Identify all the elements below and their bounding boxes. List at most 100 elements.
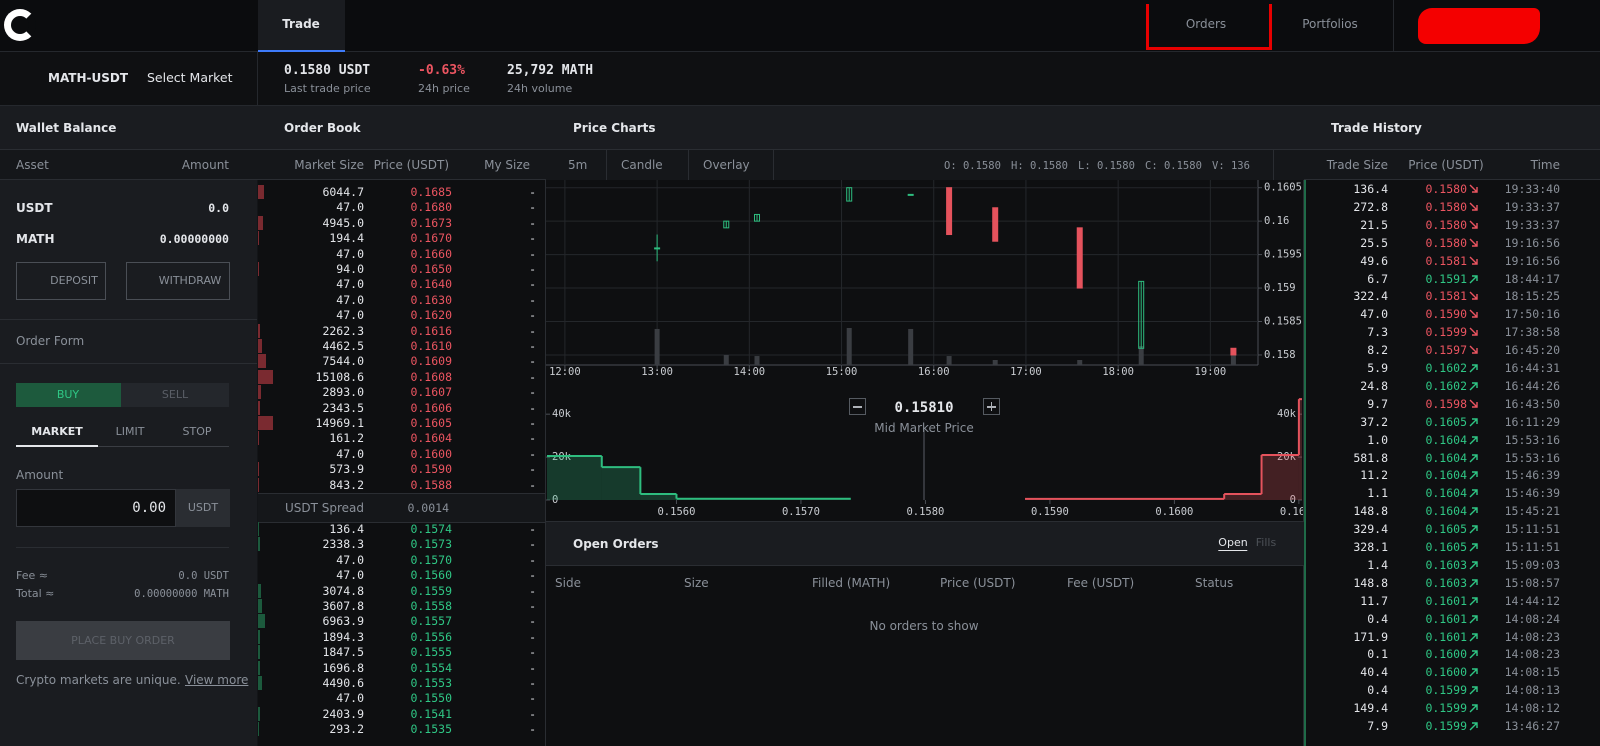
place-order-button[interactable]	[16, 621, 230, 660]
side-tab[interactable]: BUY	[56, 388, 80, 401]
trade-time: 14:08:12	[1504, 701, 1560, 716]
zoom-out[interactable]	[849, 398, 866, 415]
book-price[interactable]: 0.1558	[410, 599, 452, 613]
x-tick-label: 13:00	[641, 366, 673, 378]
book-price[interactable]: 0.1573	[410, 537, 452, 552]
book-size: 2338.3	[322, 537, 364, 552]
order-type[interactable]: LIMIT	[115, 425, 145, 438]
depth-bar	[258, 323, 261, 338]
orders-tab[interactable]: Open	[1218, 536, 1248, 551]
book-price[interactable]: 0.1606	[410, 400, 452, 415]
book-my-size: -	[529, 215, 536, 230]
zoom-in[interactable]	[983, 398, 1000, 415]
chart-control[interactable]: 5m	[568, 158, 588, 172]
trade-time: 15:53:16	[1504, 450, 1560, 465]
trend-arrow	[1469, 364, 1478, 373]
book-price[interactable]: 0.1550	[410, 691, 452, 706]
book-price[interactable]: 0.1560	[410, 568, 452, 583]
book-price[interactable]: 0.1610	[410, 339, 452, 353]
book-price[interactable]: 0.1553	[410, 676, 452, 690]
trend-arrow	[1469, 238, 1478, 247]
arrow	[1469, 364, 1478, 373]
book-price[interactable]: 0.1604	[410, 431, 452, 446]
book-price[interactable]: 0.1650	[410, 262, 452, 276]
chart-control[interactable]: Overlay	[703, 158, 750, 172]
trade-time: 19:16:56	[1504, 235, 1560, 250]
book-price[interactable]: 0.1556	[410, 629, 452, 644]
book-price[interactable]: 0.1608	[410, 369, 452, 384]
book-size: 161.2	[329, 431, 364, 446]
book-price[interactable]: 0.1559	[410, 583, 452, 598]
book-price[interactable]: 0.1609	[410, 354, 452, 369]
depth-bar	[258, 676, 263, 690]
sell-tab[interactable]	[121, 383, 229, 407]
book-price[interactable]: 0.1555	[410, 645, 452, 660]
depth-bar	[258, 400, 261, 415]
book-price[interactable]: 0.1630	[410, 292, 452, 307]
deposit-button[interactable]	[16, 262, 106, 300]
nav-tab[interactable]: Trade	[282, 17, 320, 31]
trade-size: 47.0	[1360, 307, 1388, 322]
button-label[interactable]: PLACE BUY ORDER	[71, 634, 175, 647]
buy-tab[interactable]	[16, 383, 121, 407]
book-price[interactable]: 0.1541	[410, 706, 452, 721]
book-price[interactable]: 0.1640	[410, 277, 452, 292]
panel-title: Wallet Balance	[16, 121, 117, 135]
book-size: 2343.5	[322, 400, 364, 415]
trend-arrow	[1469, 202, 1478, 211]
ohlcv: H: 0.1580	[1011, 160, 1068, 172]
withdraw-button[interactable]	[126, 262, 230, 300]
chart-control[interactable]: Candle	[621, 158, 663, 172]
book-price[interactable]: 0.1685	[410, 185, 452, 199]
book-price[interactable]: 0.1535	[410, 722, 452, 737]
note-link[interactable]: View more	[185, 673, 249, 687]
candle-body	[723, 220, 730, 229]
trade-size: 7.9	[1367, 719, 1388, 733]
book-price[interactable]: 0.1616	[410, 323, 452, 338]
volume-bar	[754, 356, 760, 365]
button-label[interactable]: WITHDRAW	[158, 274, 222, 287]
side-tab[interactable]: SELL	[161, 388, 189, 401]
trade-price: 0.1599	[1425, 701, 1467, 716]
order-type[interactable]: MARKET	[31, 425, 83, 438]
trade-time: 19:16:56	[1504, 253, 1560, 268]
x-tick-label: 0.1610	[1280, 506, 1303, 518]
book-price[interactable]: 0.1554	[410, 660, 452, 675]
book-price[interactable]: 0.1607	[410, 385, 452, 400]
book-price[interactable]: 0.1590	[410, 462, 452, 477]
depth-bar	[258, 354, 266, 369]
book-price[interactable]: 0.1557	[410, 614, 452, 629]
orders-tab[interactable]: Fills	[1255, 536, 1277, 549]
active-tab[interactable]	[258, 0, 345, 52]
total-label: Total ≈	[16, 587, 55, 600]
ohlcv: V: 136	[1212, 160, 1250, 172]
nav-tab[interactable]: Orders	[1185, 17, 1227, 31]
asset-name: USDT	[16, 201, 53, 215]
book-price[interactable]: 0.1600	[410, 446, 452, 461]
trade-size: 148.8	[1353, 504, 1388, 519]
button-label[interactable]: DEPOSIT	[50, 274, 98, 287]
trade-price: 0.1604	[1425, 504, 1467, 519]
trade-price: 0.1603	[1425, 575, 1467, 590]
book-price[interactable]: 0.1660	[410, 246, 452, 261]
nav-tab[interactable]: Portfolios	[1302, 17, 1358, 31]
book-price[interactable]: 0.1570	[410, 552, 452, 567]
book-price[interactable]: 0.1680	[410, 200, 452, 215]
candle-body	[1076, 227, 1083, 289]
book-price[interactable]: 0.1670	[410, 231, 452, 246]
amount-input[interactable]	[16, 489, 176, 527]
trade-price: 0.1591	[1425, 271, 1467, 286]
book-price[interactable]: 0.1605	[410, 416, 452, 430]
x-tick-label: 12:00	[549, 366, 581, 378]
logo[interactable]	[4, 9, 36, 41]
order-type[interactable]: STOP	[182, 425, 212, 438]
trade-size: 7.3	[1367, 325, 1388, 340]
book-price[interactable]: 0.1673	[410, 215, 452, 230]
book-price[interactable]: 0.1620	[410, 308, 452, 323]
book-price[interactable]: 0.1574	[410, 522, 452, 536]
y-tick-label: 0.1595	[1264, 249, 1302, 261]
market-select[interactable]: Select Market	[147, 70, 233, 85]
asset-amount: 0.00000000	[159, 232, 229, 246]
trade-size: 11.7	[1360, 593, 1388, 608]
book-price[interactable]: 0.1588	[410, 477, 452, 492]
